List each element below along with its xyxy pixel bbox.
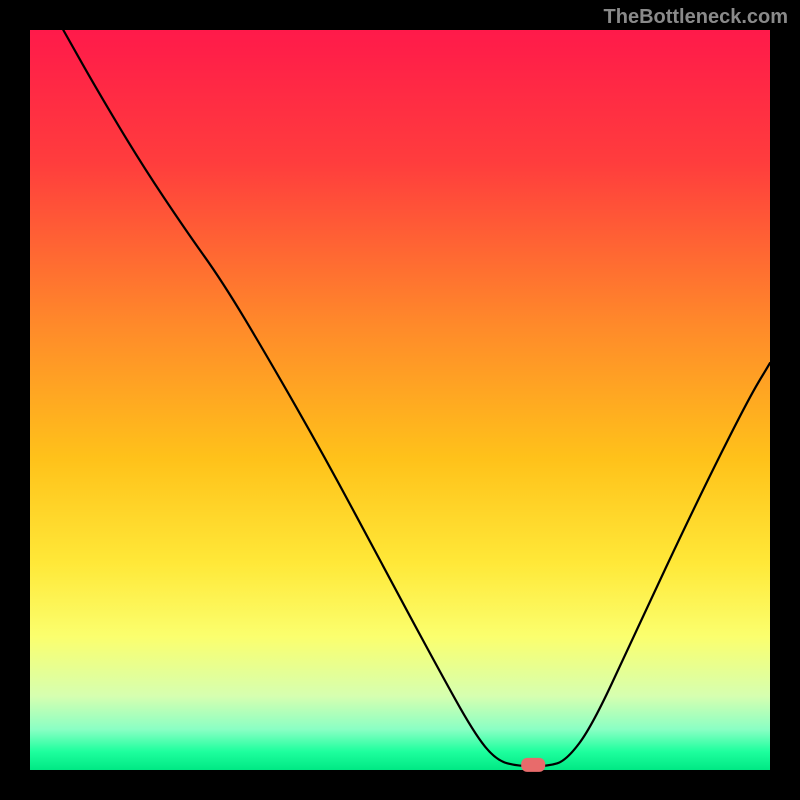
optimal-marker [521,758,545,772]
chart-frame: TheBottleneck.com [0,0,800,800]
plot-area [30,30,770,770]
chart-svg [0,0,800,800]
watermark-text: TheBottleneck.com [604,6,788,29]
